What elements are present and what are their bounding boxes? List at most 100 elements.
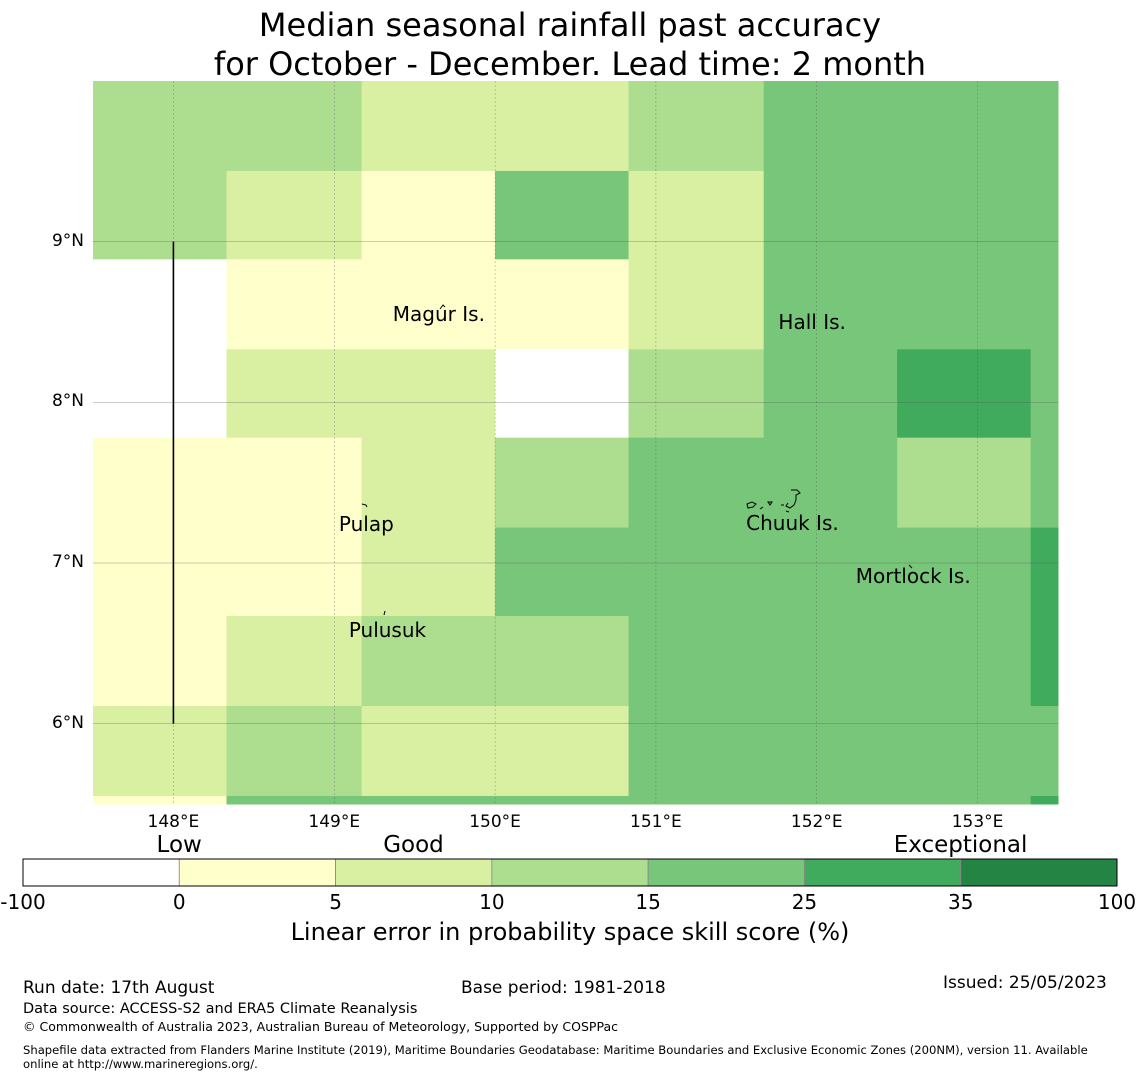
- grid-cell: [897, 705, 1032, 797]
- grid-cell: [361, 437, 496, 529]
- grid-cell: [495, 437, 630, 529]
- grid-cell: [495, 349, 630, 439]
- magur-outline: [439, 304, 446, 310]
- colorbar-tick-label: 0: [172, 890, 186, 914]
- colorbar-tick-label: 25: [791, 890, 818, 914]
- grid-cell: [763, 795, 898, 805]
- grid-cell: [897, 795, 1032, 805]
- grid-cell: [628, 170, 765, 260]
- grid-cell: [93, 81, 227, 172]
- grid-cell: [226, 81, 363, 172]
- island-label: Hall Is.: [778, 310, 846, 334]
- island-label: Pulap: [338, 512, 394, 537]
- colorbar-box: [491, 858, 649, 887]
- grid-cell: [226, 527, 363, 617]
- grid-cell: [1030, 795, 1059, 805]
- grid-cell: [897, 259, 1032, 350]
- grid-cell: [226, 437, 363, 529]
- longitude-label: 150°E: [469, 812, 521, 832]
- island-label: Magur Is.: [392, 301, 485, 326]
- longitude-label: 153°E: [951, 812, 1004, 832]
- grid-cell: [93, 259, 227, 350]
- longitude-label: 149°E: [308, 812, 361, 832]
- grid-cell: [93, 795, 227, 805]
- grid-cell: [1030, 437, 1059, 529]
- island-outlines: [361, 304, 913, 616]
- grid-cell: [226, 349, 363, 439]
- grid-cell: [763, 81, 898, 172]
- grid-cell: [897, 527, 1032, 617]
- grid-cell: [897, 616, 1032, 707]
- pulusuk-outline: [383, 610, 386, 616]
- map-title-line-1: Median seasonal rainfall past accuracy: [258, 6, 882, 44]
- grid-cell: [495, 795, 630, 805]
- grid-cell: [763, 616, 898, 707]
- colorbar-box: [960, 858, 1118, 887]
- colorbar-box: [335, 858, 493, 887]
- grid-cell: [628, 527, 765, 617]
- shapefile-credit-line-2: online at http://www.marineregions.org/.: [23, 1057, 258, 1071]
- grid-cell: [361, 170, 496, 260]
- island-label: Pulusuk: [348, 618, 427, 643]
- grid-cell: [361, 795, 496, 805]
- grid-cell: [495, 170, 630, 260]
- colorbar-outline: [22, 858, 1118, 887]
- chuuk-lagoon-outline: [746, 489, 801, 513]
- grid-cell: [1030, 527, 1059, 617]
- latitude-label: 6°N: [51, 712, 84, 733]
- pulap-outline: [361, 503, 368, 508]
- grid-cell: [93, 527, 227, 617]
- grid-cell: [495, 259, 630, 350]
- grid-cell: [763, 527, 898, 617]
- colorbar-tick-label: 35: [947, 890, 974, 914]
- grid-cell: [1030, 616, 1059, 707]
- grid-cell: [361, 616, 496, 707]
- grid-cell: [361, 81, 496, 172]
- grid-cell: [361, 349, 496, 439]
- graticule: [93, 81, 1058, 804]
- colorbar-label: Linear error in probability space skill …: [290, 918, 850, 946]
- colorbar-tick-label: 100: [1097, 890, 1137, 914]
- issued-date: Issued: 25/05/2023: [943, 973, 1107, 993]
- longitude-label: 152°E: [790, 812, 843, 832]
- island-label: Chuuk Is.: [746, 510, 839, 535]
- latitude-label: 9°N: [51, 230, 84, 251]
- grid-cell: [226, 170, 363, 260]
- grid-cell: [763, 170, 898, 260]
- grid-cell: [495, 616, 630, 707]
- grid-cell: [763, 705, 898, 797]
- colorbar-box: [22, 858, 180, 887]
- colorbar-boxes: [22, 858, 1118, 887]
- grid-cell: [763, 349, 898, 439]
- shapefile-credit-line-1: Shapefile data extracted from Flanders M…: [23, 1043, 1088, 1057]
- grid-cell: [1030, 349, 1059, 439]
- grid-cell: [93, 437, 227, 529]
- skill-score-map: [93, 81, 1059, 805]
- grid-cell: [628, 795, 765, 805]
- colorbar-box: [647, 858, 805, 887]
- colorbar-category-label: Good: [383, 832, 444, 858]
- grid-cell: [1030, 259, 1059, 350]
- grid-cell: [226, 616, 363, 707]
- colorbar-box: [178, 858, 336, 887]
- grid-cell: [763, 259, 898, 350]
- grid-cell: [93, 170, 227, 260]
- colorbar-tick-label: 5: [329, 890, 342, 914]
- grid-cell: [628, 437, 765, 529]
- colorbar-category-label: Low: [156, 832, 202, 858]
- longitude-label: 151°E: [630, 812, 682, 832]
- grid-cell: [226, 705, 363, 797]
- grid-cell: [628, 349, 765, 439]
- grid-cell: [93, 349, 227, 439]
- grid-cell: [495, 81, 630, 172]
- latitude-label: 7°N: [51, 552, 84, 572]
- colorbar-category-label: Exceptional: [893, 832, 1028, 858]
- grid-cell: [93, 616, 227, 707]
- grid-cell: [226, 795, 363, 805]
- grid-cell: [628, 259, 765, 350]
- grid-cell: [361, 259, 496, 350]
- grid-cell: [897, 437, 1032, 529]
- grid-cell: [628, 81, 765, 172]
- grid-cell: [1030, 705, 1059, 797]
- grid-cell: [495, 527, 630, 617]
